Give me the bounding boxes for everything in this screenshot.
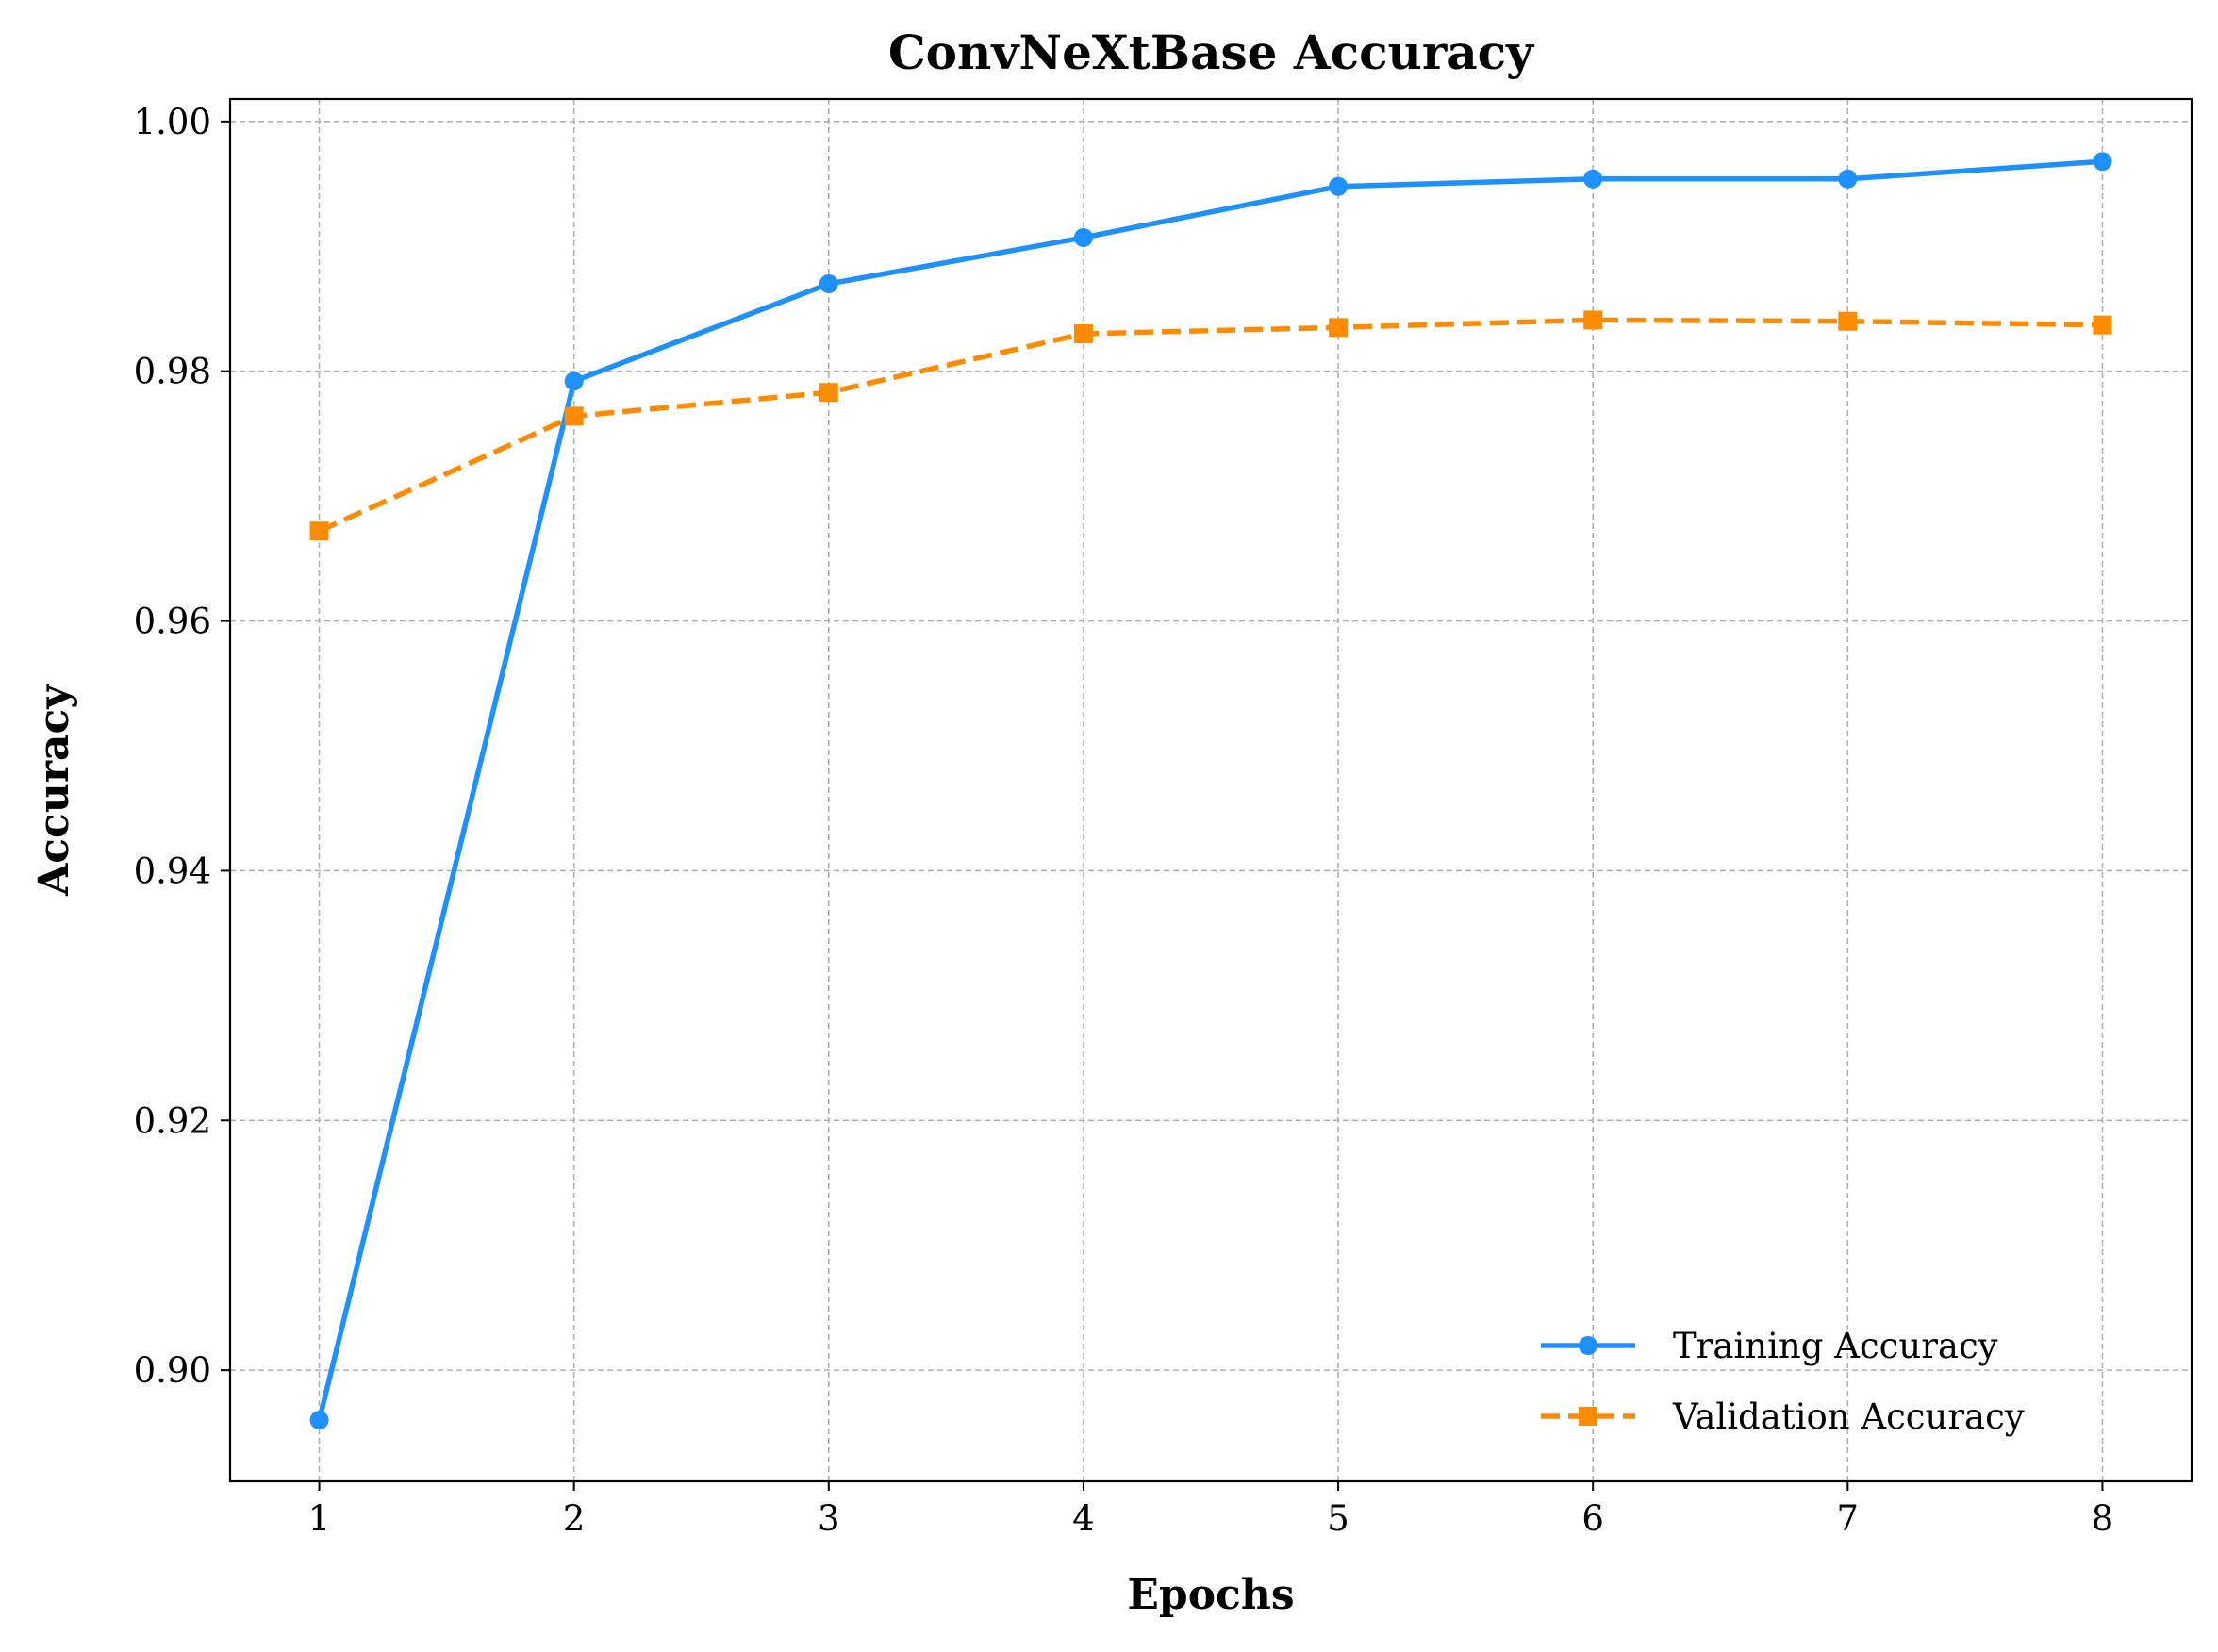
x-tick-label: 1 bbox=[308, 1498, 331, 1539]
x-tick-label: 6 bbox=[1581, 1498, 1604, 1539]
x-tick-label: 2 bbox=[563, 1498, 586, 1539]
data-point bbox=[2093, 315, 2112, 335]
series-line bbox=[316, 158, 2103, 1421]
series-layer bbox=[309, 152, 2112, 1430]
legend-marker bbox=[1579, 1336, 1597, 1355]
legend-label: Validation Accuracy bbox=[1672, 1396, 2025, 1437]
x-axis-label: Epochs bbox=[1127, 1571, 1294, 1619]
x-tick-label: 7 bbox=[1837, 1498, 1860, 1539]
series-validation bbox=[309, 310, 2112, 541]
data-point bbox=[819, 383, 838, 403]
data-point bbox=[1583, 310, 1603, 330]
plot-frame bbox=[228, 97, 2193, 1483]
data-point bbox=[564, 406, 584, 426]
data-point bbox=[2093, 152, 2112, 172]
chart-title: ConvNeXtBase Accuracy bbox=[888, 25, 1535, 80]
data-point bbox=[1329, 176, 1349, 196]
y-tick-label: 0.94 bbox=[134, 851, 211, 891]
x-tick-label: 5 bbox=[1327, 1498, 1349, 1539]
y-tick-label: 1.00 bbox=[134, 102, 211, 142]
data-point bbox=[1073, 227, 1093, 247]
y-tick-label: 0.92 bbox=[134, 1100, 211, 1141]
data-point bbox=[1838, 311, 1858, 331]
legend: Training Accuracy Validation Accuracy bbox=[1541, 1326, 2025, 1437]
data-point bbox=[1073, 323, 1093, 343]
y-axis-label: Accuracy bbox=[30, 684, 78, 897]
legend-label: Training Accuracy bbox=[1673, 1326, 1998, 1366]
y-tick-label: 0.90 bbox=[134, 1350, 211, 1391]
y-tick-label: 0.96 bbox=[134, 602, 211, 642]
series-line bbox=[318, 317, 2103, 534]
data-point bbox=[819, 273, 838, 293]
data-point bbox=[309, 1411, 329, 1430]
data-point bbox=[1838, 169, 1858, 189]
data-point bbox=[1329, 318, 1349, 338]
legend-marker bbox=[1579, 1407, 1597, 1426]
data-point bbox=[1583, 169, 1603, 189]
y-tick-label: 0.98 bbox=[134, 352, 211, 392]
x-tick-label: 3 bbox=[818, 1498, 840, 1539]
data-point bbox=[309, 521, 329, 541]
data-point bbox=[564, 372, 584, 391]
x-tick-label: 8 bbox=[2092, 1498, 2114, 1539]
axis-ticks: 1 2 3 4 5 6 7 8 0.90 0.92 0.94 0.96 0.98 1.00 bbox=[134, 102, 2114, 1539]
series-training bbox=[309, 152, 2112, 1430]
x-tick-label: 4 bbox=[1072, 1498, 1095, 1539]
legend-entry: Validation Accuracy bbox=[1541, 1396, 2025, 1437]
legend-entry: Training Accuracy bbox=[1541, 1326, 1998, 1366]
